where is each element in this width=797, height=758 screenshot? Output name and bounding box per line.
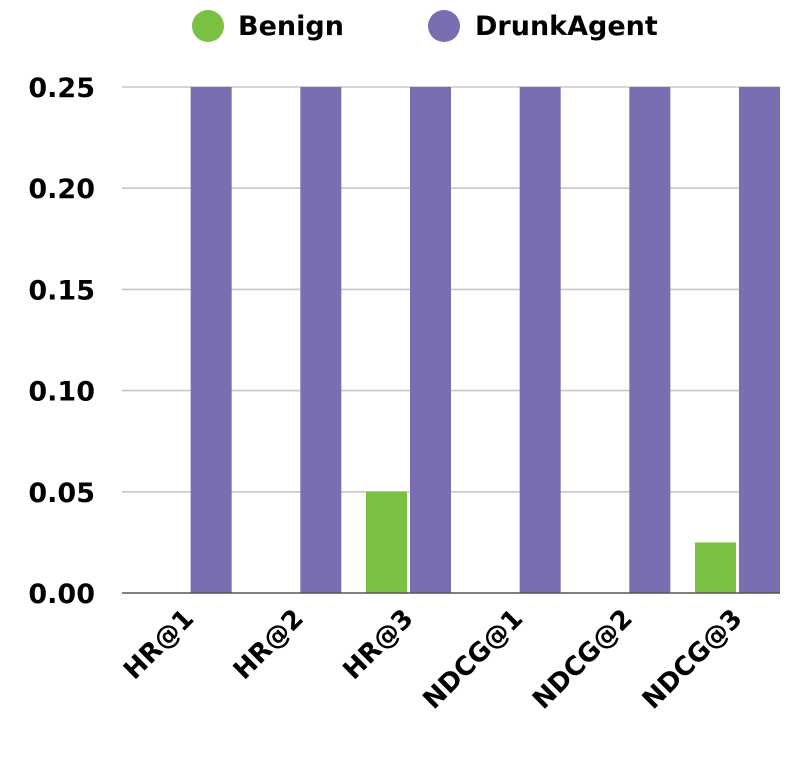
x-tick-label: NDCG@3 <box>637 604 749 716</box>
bar-drunkagent-hr-at-2 <box>300 87 342 593</box>
bars <box>190 87 780 593</box>
bar-drunkagent-hr-at-1 <box>190 87 232 593</box>
bar-drunkagent-ndcg-at-3 <box>739 87 780 593</box>
x-tick-label: NDCG@1 <box>417 604 529 716</box>
legend-label-drunkagent: DrunkAgent <box>475 11 658 42</box>
y-tick-label: 0.15 <box>28 275 95 306</box>
bar-benign-ndcg-at-3 <box>695 542 736 593</box>
x-tick-label: NDCG@2 <box>527 604 639 716</box>
bar-benign-hr-at-3 <box>366 491 407 593</box>
bar-drunkagent-ndcg-at-1 <box>519 87 561 593</box>
y-tick-label: 0.00 <box>28 579 95 610</box>
x-tick-label: HR@2 <box>228 604 310 686</box>
y-axis-tick-labels: 0.00 0.05 0.10 0.15 0.20 0.25 <box>28 73 95 610</box>
bar-drunkagent-ndcg-at-2 <box>629 87 671 593</box>
legend-label-benign: Benign <box>238 11 344 42</box>
legend-marker-drunkagent <box>428 10 460 42</box>
legend-marker-benign <box>192 10 224 42</box>
y-tick-label: 0.05 <box>28 478 95 509</box>
bar-drunkagent-hr-at-3 <box>410 87 451 593</box>
x-tick-label: HR@3 <box>338 604 420 686</box>
y-tick-label: 0.10 <box>28 377 95 408</box>
y-tick-label: 0.25 <box>28 73 95 104</box>
x-tick-label: HR@1 <box>118 604 200 686</box>
legend: Benign DrunkAgent <box>192 10 658 42</box>
y-tick-label: 0.20 <box>28 174 95 205</box>
